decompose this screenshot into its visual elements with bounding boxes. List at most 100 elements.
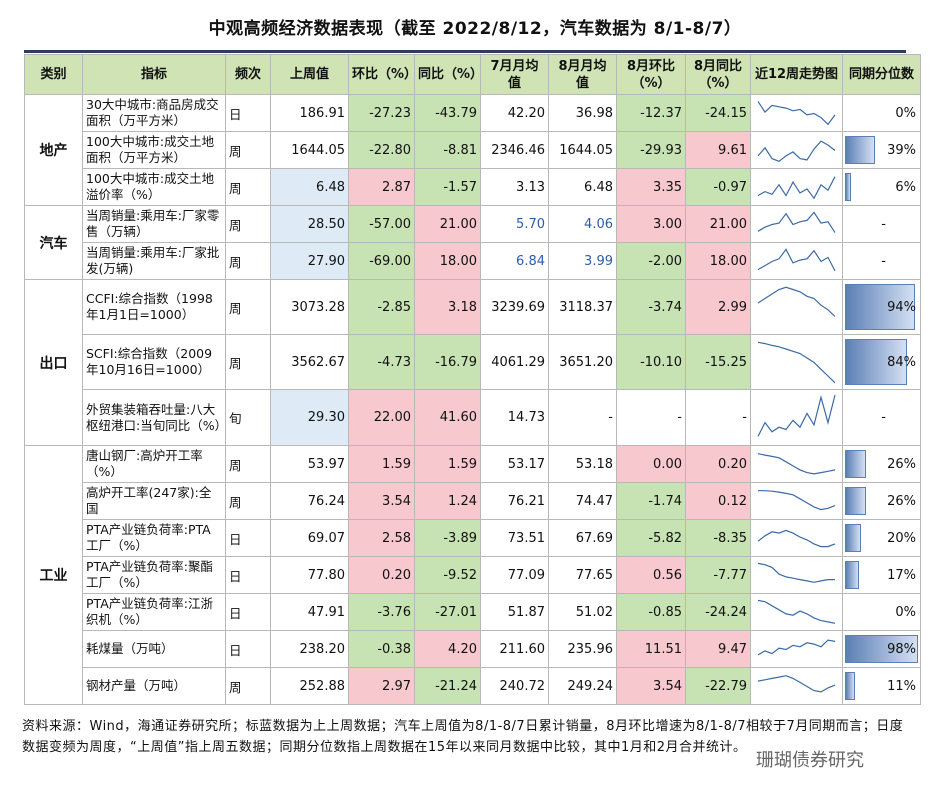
column-header: 频次 bbox=[225, 54, 271, 95]
percentile-cell: 20% bbox=[842, 519, 921, 557]
percentile-cell: 0% bbox=[842, 94, 921, 132]
aug-avg-cell: 4.06 bbox=[548, 205, 617, 243]
last-week-value-cell: 28.50 bbox=[270, 205, 349, 243]
percentile-cell: 26% bbox=[842, 482, 921, 520]
percentile-bar bbox=[845, 284, 915, 330]
trend-sparkline bbox=[757, 341, 836, 383]
trend-sparkline-cell bbox=[750, 205, 843, 243]
table-row: 耗煤量（万吨）日 238.20 -0.38 4.20 211.60 235.96 11.51… bbox=[25, 630, 921, 668]
yoy-change-cell: -8.81 bbox=[414, 131, 481, 169]
table-row: 出口 CCFI:综合指数（1998年1月1日=1000）周 3073.28 -2.85… bbox=[24, 279, 921, 446]
trend-line bbox=[757, 452, 836, 475]
yoy-change-cell: -3.89 bbox=[414, 519, 481, 557]
category-cell: 地产 bbox=[24, 94, 83, 206]
last-week-value-cell: 76.24 bbox=[270, 482, 349, 520]
aug-yoy-change-cell: -22.79 bbox=[685, 667, 751, 705]
trend-line bbox=[757, 341, 836, 383]
percentile-value: 26% bbox=[887, 456, 916, 472]
trend-line bbox=[757, 175, 836, 199]
aug-avg-cell: 67.69 bbox=[548, 519, 617, 557]
wow-change-cell: -3.76 bbox=[348, 593, 415, 631]
last-week-value-cell: 186.91 bbox=[270, 94, 349, 132]
table-title: 中观高频经济数据表现（截至 2022/8/12，汽车数据为 8/1-8/7） bbox=[208, 19, 742, 39]
wow-change-cell: -2.85 bbox=[348, 279, 415, 335]
aug-yoy-change-cell: 9.47 bbox=[685, 630, 751, 668]
trend-sparkline bbox=[757, 599, 836, 624]
yoy-change-cell: 3.18 bbox=[414, 279, 481, 335]
last-week-value-cell: 252.88 bbox=[270, 667, 349, 705]
indicator-cell: PTA产业链负荷率:聚酯工厂（%） bbox=[82, 556, 226, 594]
percentile-value: 94% bbox=[887, 299, 916, 315]
trend-line bbox=[757, 674, 836, 693]
aug-yoy-change-cell: -7.77 bbox=[685, 556, 751, 594]
table-row: 工业 唐山钢厂:高炉开工率（%）周 53.97 1.59 1.59 53.17 53.18 0… bbox=[24, 445, 921, 705]
header-row: 类别 指标 频次 上周值 环比（%） 同比（%） 7月月均值 8月月均值 8月环比（%） 8月同比… bbox=[24, 54, 921, 95]
wow-change-cell: -69.00 bbox=[348, 242, 415, 280]
indicator-cell: 钢材产量（万吨） bbox=[82, 667, 226, 705]
column-header: 近12周走势图 bbox=[750, 54, 843, 95]
wow-change-cell: -0.38 bbox=[348, 630, 415, 668]
trend-sparkline-cell bbox=[750, 556, 843, 594]
aug-avg-cell: - bbox=[548, 389, 617, 446]
trend-sparkline-cell bbox=[750, 593, 843, 631]
table-row: 地产 30大中城市:商品房成交面积（万平方米）日 186.91 -27.23 -43.7… bbox=[24, 94, 921, 206]
frequency-cell: 周 bbox=[225, 131, 271, 169]
indicator-cell: 耗煤量（万吨） bbox=[82, 630, 226, 668]
aug-yoy-change-cell: -8.35 bbox=[685, 519, 751, 557]
last-week-value-cell: 47.91 bbox=[270, 593, 349, 631]
percentile-cell: 11% bbox=[842, 667, 921, 705]
yoy-change-cell: -9.52 bbox=[414, 556, 481, 594]
aug-avg-cell: 74.47 bbox=[548, 482, 617, 520]
frequency-cell: 日 bbox=[225, 519, 271, 557]
column-header: 环比（%） bbox=[348, 54, 415, 95]
aug-mom-change-cell: -5.82 bbox=[616, 519, 686, 557]
trend-line bbox=[757, 139, 836, 162]
trend-sparkline bbox=[757, 394, 836, 437]
aug-mom-change-cell: -10.10 bbox=[616, 334, 686, 390]
july-avg-cell: 51.87 bbox=[480, 593, 549, 631]
trend-sparkline bbox=[757, 139, 836, 162]
percentile-value: 84% bbox=[887, 354, 916, 370]
column-header: 8月月均值 bbox=[548, 54, 617, 95]
last-week-value-cell: 69.07 bbox=[270, 519, 349, 557]
indicator-cell: 100大中城市:成交土地溢价率（%） bbox=[82, 168, 226, 206]
frequency-cell: 周 bbox=[225, 279, 271, 335]
aug-mom-change-cell: 0.56 bbox=[616, 556, 686, 594]
column-header: 同比（%） bbox=[414, 54, 481, 95]
trend-sparkline-cell bbox=[750, 667, 843, 705]
yoy-change-cell: 18.00 bbox=[414, 242, 481, 280]
wow-change-cell: 2.97 bbox=[348, 667, 415, 705]
percentile-bar bbox=[845, 561, 860, 589]
indicator-cell: PTA产业链负荷率:江浙织机（%） bbox=[82, 593, 226, 631]
wow-change-cell: 2.87 bbox=[348, 168, 415, 206]
table-row: 汽车 当周销量:乘用车:厂家零售（万辆）周 28.50 -57.00 21.00 5.70… bbox=[24, 205, 921, 280]
trend-line bbox=[757, 562, 835, 583]
yoy-change-cell: -21.24 bbox=[414, 667, 481, 705]
aug-mom-change-cell: -29.93 bbox=[616, 131, 686, 169]
wow-change-cell: -22.80 bbox=[348, 131, 415, 169]
aug-avg-cell: 249.24 bbox=[548, 667, 617, 705]
percentile-value: - bbox=[881, 410, 886, 425]
frequency-cell: 旬 bbox=[225, 389, 271, 446]
percentile-cell: 26% bbox=[842, 445, 921, 483]
percentile-bar bbox=[845, 450, 866, 478]
trend-sparkline-cell bbox=[750, 519, 843, 557]
trend-line bbox=[757, 210, 836, 233]
column-header: 类别 bbox=[24, 54, 83, 95]
frequency-cell: 周 bbox=[225, 482, 271, 520]
trend-sparkline-cell bbox=[750, 242, 843, 280]
percentile-cell: 17% bbox=[842, 556, 921, 594]
percentile-value: 20% bbox=[887, 530, 916, 546]
trend-sparkline bbox=[757, 175, 836, 199]
trend-sparkline-cell bbox=[750, 94, 843, 132]
trend-sparkline-cell bbox=[750, 334, 843, 390]
category-cell: 出口 bbox=[24, 279, 83, 446]
july-avg-cell: 77.09 bbox=[480, 556, 549, 594]
table-row: 钢材产量（万吨）周 252.88 2.97 -21.24 240.72 249.24 3.5… bbox=[25, 667, 921, 705]
aug-mom-change-cell: 11.51 bbox=[616, 630, 686, 668]
yoy-change-cell: 41.60 bbox=[414, 389, 481, 446]
category-cell: 汽车 bbox=[24, 205, 83, 280]
watermark: 珊瑚债券研究 bbox=[756, 750, 864, 771]
trend-line bbox=[757, 529, 836, 547]
wow-change-cell: 3.54 bbox=[348, 482, 415, 520]
